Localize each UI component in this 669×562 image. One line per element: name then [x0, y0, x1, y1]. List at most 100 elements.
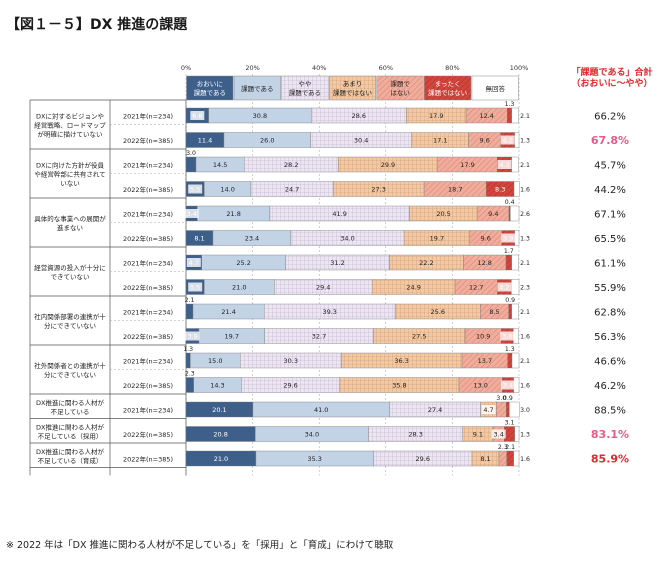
bar-segment-pattern	[465, 328, 502, 344]
bar-segment	[514, 426, 520, 442]
data-label: 13.7	[478, 357, 492, 365]
group-label: 具体的な事業への展開が	[34, 214, 106, 223]
data-label: 30.8	[253, 112, 267, 120]
data-label: 1.3	[183, 346, 193, 353]
data-label: 12.4	[479, 112, 493, 120]
data-label: 3.9	[187, 333, 197, 341]
data-label: 8.1	[480, 455, 490, 463]
data-label: 21.0	[232, 284, 246, 292]
bar-segment	[514, 230, 520, 246]
bar-segment-pattern	[424, 181, 487, 197]
data-label: 3.1	[505, 420, 515, 427]
row-year-label: 2021年(n=234)	[123, 161, 173, 170]
legend-pattern	[376, 76, 424, 100]
bar-segment-pattern	[499, 451, 507, 466]
total-value: 55.9%	[594, 283, 626, 294]
legend-pattern	[281, 76, 329, 100]
data-label: 34.0	[305, 431, 319, 439]
data-label: 31.2	[330, 259, 344, 267]
data-label: 2.1	[505, 444, 515, 451]
data-label: 2.1	[185, 297, 195, 304]
data-label: 22.2	[419, 259, 433, 267]
bar-segment-pattern	[372, 279, 456, 295]
bar-segment-pattern	[411, 132, 469, 148]
legend-label: 無回答	[485, 84, 505, 93]
data-label-bg	[188, 184, 203, 194]
bar-segment	[511, 107, 519, 124]
row-year-label: 2022年(n=385)	[123, 332, 173, 341]
x-tick-label: 100%	[510, 64, 529, 72]
group-label: 経営戦略、ロードマップ	[34, 121, 106, 130]
data-label: 1.6	[520, 334, 530, 341]
data-label: 9.4	[488, 210, 498, 218]
x-tick-label: 0%	[181, 64, 191, 72]
row-year-label: 2022年(n=385)	[123, 185, 173, 194]
data-label: 2.1	[520, 113, 530, 120]
data-label: 0.9	[503, 395, 513, 402]
total-value: 88.5%	[594, 406, 626, 417]
bar-segment-pattern	[368, 426, 463, 442]
bar-segment-pattern	[269, 206, 410, 221]
data-label: 39.3	[322, 308, 336, 316]
bar-segment-pattern	[455, 279, 498, 295]
data-label: 2.3	[520, 285, 530, 292]
data-label: 27.5	[412, 333, 426, 341]
bar-segment	[510, 205, 520, 222]
group-label: 社外関係者との連携が十	[34, 361, 106, 370]
bar-segment-pattern	[290, 230, 405, 246]
bar-segment	[513, 181, 520, 197]
group-label: DX推進に関わる人材が	[36, 398, 104, 407]
data-label: 17.9	[460, 161, 474, 169]
legend-label: 課題ではない	[428, 88, 467, 97]
data-label: 30.4	[354, 137, 368, 145]
bar-segment-pattern	[341, 353, 463, 368]
data-label: 29.6	[416, 455, 430, 463]
bar-segment-pattern	[480, 304, 509, 319]
data-label: 3.4	[503, 382, 513, 390]
bar-segment-pattern	[264, 328, 374, 344]
bar-segment-pattern	[264, 304, 396, 319]
data-label: 25.2	[236, 259, 250, 267]
group-label: 分にできていない	[44, 370, 96, 379]
data-label: 28.3	[408, 431, 422, 439]
data-label: 17.1	[433, 137, 447, 145]
bar-segment-pattern	[506, 451, 514, 466]
data-label: 4.3	[499, 161, 509, 169]
row-year-label: 2021年(n=234)	[123, 259, 173, 268]
data-label-bg	[500, 135, 515, 145]
data-label: 32.7	[312, 333, 326, 341]
data-label-bg	[186, 258, 201, 267]
data-label: 2.1	[520, 358, 530, 365]
bar-segment-pattern	[459, 377, 503, 393]
group-label: DX推進に関わる人材が	[36, 422, 104, 431]
data-label: 1.3	[520, 138, 530, 145]
total-value: 45.7%	[594, 161, 626, 172]
bar-segment-pattern	[472, 451, 500, 466]
legend-label: 課題である	[194, 88, 226, 97]
data-label: 29.4	[316, 284, 330, 292]
legend-label: 課題である	[289, 88, 321, 97]
legend-label: まったく	[435, 80, 461, 88]
legend-pattern	[329, 76, 376, 100]
data-label-bg	[497, 282, 512, 292]
data-label: 28.2	[284, 161, 298, 169]
data-label: 14.5	[213, 161, 227, 169]
bar-segment-pattern	[373, 328, 466, 344]
data-label: 3.4	[186, 210, 196, 218]
bar-segment-pattern	[463, 255, 507, 270]
legend-label: はない	[390, 89, 410, 97]
data-label-bg	[185, 331, 200, 341]
bar-segment	[509, 401, 520, 418]
legend-label: 課題ではない	[333, 88, 372, 97]
data-label-bg	[188, 282, 203, 292]
data-label: 3.0	[496, 395, 506, 402]
bar-segment-pattern	[240, 353, 342, 368]
group-label: DXに対するビジョンや	[36, 112, 104, 121]
data-label: 8.3	[495, 186, 505, 194]
total-value: 85.9%	[591, 453, 629, 466]
data-label: 1.6	[520, 383, 530, 390]
data-label: 2.3	[185, 371, 195, 378]
total-value: 67.8%	[591, 134, 629, 147]
row-year-label: 2021年(n=234)	[123, 308, 173, 317]
